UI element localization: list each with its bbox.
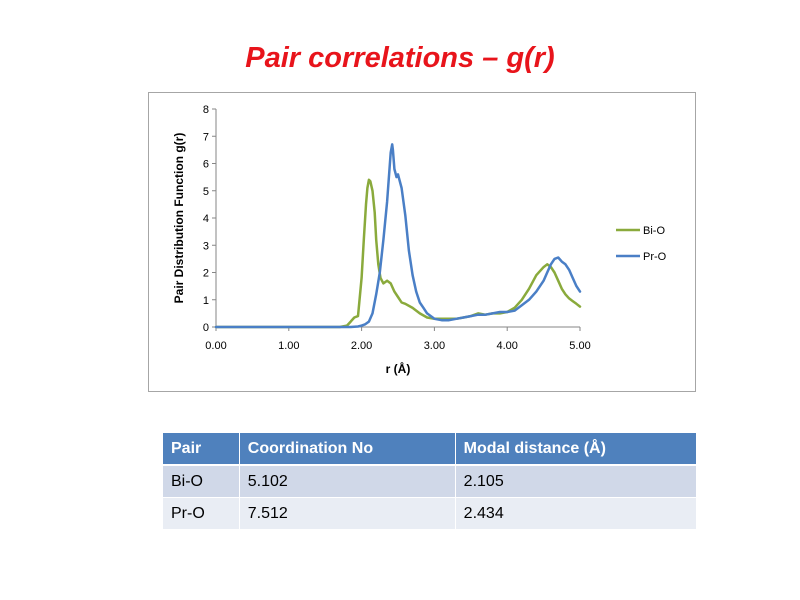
y-tick-label: 1 bbox=[203, 295, 209, 307]
y-tick-label: 7 bbox=[203, 131, 209, 143]
table-row: Bi-O 5.102 2.105 bbox=[163, 464, 696, 498]
header-pair: Pair bbox=[163, 433, 240, 465]
header-coordination: Coordination No bbox=[239, 433, 456, 465]
header-modal-distance: Modal distance (Å) bbox=[455, 433, 696, 465]
table-row: Pr-O 7.512 2.434 bbox=[163, 497, 696, 529]
y-tick-label: 0 bbox=[203, 322, 209, 334]
series-line-pr-o bbox=[214, 143, 582, 329]
chart-frame: 0 1 2 3 4 5 6 7 8 0.00 1.00 2.00 3.00 4.00 5.00 r (Å) Pa… bbox=[148, 92, 696, 392]
cell-coordination: 5.102 bbox=[239, 464, 456, 498]
x-tick-label: 1.00 bbox=[278, 340, 299, 352]
slide-title: Pair correlations – g(r) bbox=[245, 42, 555, 74]
series-line-bi-o bbox=[214, 178, 582, 329]
table-header-row: Pair Coordination No Modal distance (Å) bbox=[163, 433, 696, 465]
y-tick-label: 3 bbox=[203, 240, 209, 252]
cell-modal-distance: 2.434 bbox=[455, 497, 696, 529]
cell-pair: Bi-O bbox=[163, 464, 240, 498]
y-tick-label: 2 bbox=[203, 268, 209, 280]
y-tick-label: 4 bbox=[203, 213, 209, 225]
y-axis-title: Pair Distribution Function g(r) bbox=[172, 133, 186, 304]
cell-coordination: 7.512 bbox=[239, 497, 456, 529]
x-tick-label: 3.00 bbox=[424, 340, 445, 352]
x-axis-title: r (Å) bbox=[386, 361, 411, 376]
coordination-table: Pair Coordination No Modal distance (Å) … bbox=[163, 433, 696, 529]
x-tick-label: 4.00 bbox=[496, 340, 517, 352]
legend-label-bi-o: Bi-O bbox=[643, 225, 665, 237]
x-tick-label: 0.00 bbox=[205, 340, 226, 352]
pair-distribution-chart: 0 1 2 3 4 5 6 7 8 0.00 1.00 2.00 3.00 4.00 5.00 r (Å) Pa… bbox=[172, 104, 667, 376]
y-tick-label: 8 bbox=[203, 104, 209, 116]
y-tick-label: 6 bbox=[203, 159, 209, 171]
x-tick-label: 2.00 bbox=[351, 340, 372, 352]
cell-modal-distance: 2.105 bbox=[455, 464, 696, 498]
legend-label-pr-o: Pr-O bbox=[643, 251, 667, 263]
cell-pair: Pr-O bbox=[163, 497, 240, 529]
y-tick-label: 5 bbox=[203, 186, 209, 198]
x-tick-label: 5.00 bbox=[569, 340, 590, 352]
